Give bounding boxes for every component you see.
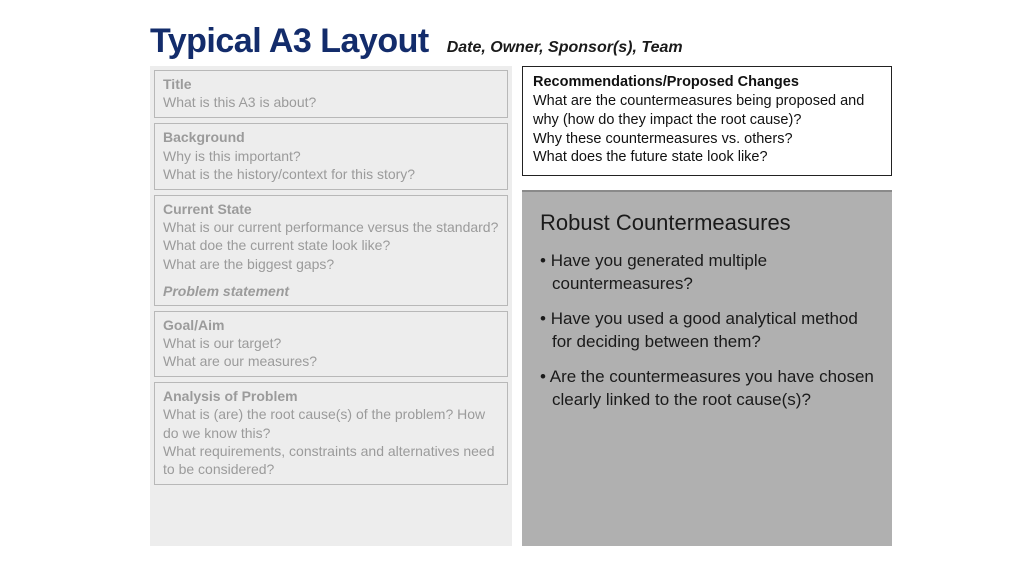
bullet-item: Are the countermeasures you have chosen …	[540, 366, 874, 412]
section-body: What is this A3 is about?	[163, 93, 499, 111]
robust-title: Robust Countermeasures	[540, 210, 874, 236]
header: Typical A3 Layout Date, Owner, Sponsor(s…	[150, 22, 884, 61]
recommendations-box: Recommendations/Proposed Changes What ar…	[522, 66, 892, 176]
section-box: BackgroundWhy is this important?What is …	[154, 123, 508, 190]
section-body: What is our target?What are our measures…	[163, 334, 499, 370]
section-heading: Current State	[163, 200, 499, 218]
section-box: Analysis of ProblemWhat is (are) the roo…	[154, 382, 508, 485]
section-heading: Title	[163, 75, 499, 93]
section-box: TitleWhat is this A3 is about?	[154, 70, 508, 118]
section-body: Why is this important?What is the histor…	[163, 147, 499, 183]
bullet-item: Have you used a good analytical method f…	[540, 308, 874, 354]
bullet-list: Have you generated multiple countermeasu…	[540, 250, 874, 412]
section-body: What is (are) the root cause(s) of the p…	[163, 405, 499, 478]
left-column: TitleWhat is this A3 is about? Background…	[150, 66, 512, 546]
right-column: Recommendations/Proposed Changes What ar…	[522, 66, 892, 546]
recommendations-heading: Recommendations/Proposed Changes	[533, 73, 881, 92]
a3-layout: TitleWhat is this A3 is about? Background…	[150, 66, 892, 546]
robust-countermeasures-panel: Robust Countermeasures Have you generate…	[522, 190, 892, 546]
section-box: Goal/AimWhat is our target?What are our …	[154, 311, 508, 378]
bullet-item: Have you generated multiple countermeasu…	[540, 250, 874, 296]
recommendations-body: What are the countermeasures being propo…	[533, 92, 881, 167]
page-title: Typical A3 Layout	[150, 22, 429, 61]
header-subtitle: Date, Owner, Sponsor(s), Team	[447, 39, 683, 57]
section-heading: Analysis of Problem	[163, 387, 499, 405]
problem-statement: Problem statement	[163, 283, 499, 299]
section-heading: Background	[163, 128, 499, 146]
section-heading: Goal/Aim	[163, 316, 499, 334]
section-box: Current StateWhat is our current perform…	[154, 195, 508, 306]
section-body: What is our current performance versus t…	[163, 218, 499, 273]
